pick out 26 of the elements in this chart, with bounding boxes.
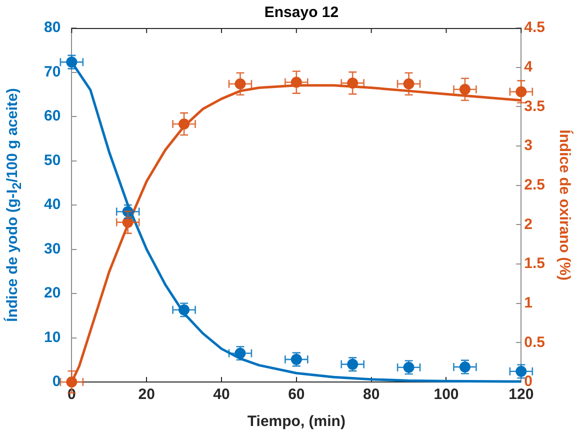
- y2-tick-label: 3.5: [524, 98, 546, 115]
- x-tick-label: 40: [213, 386, 230, 404]
- y2-tick-label: 1.5: [524, 255, 546, 272]
- y-tick-label: 10: [44, 328, 61, 346]
- y2-tick-label: 2: [524, 216, 532, 233]
- y-tick-label: 60: [44, 108, 61, 125]
- y2-tick-label: 4.5: [524, 19, 546, 36]
- y2-axis-title: Índice de oxirano (%): [556, 130, 574, 280]
- y-tick-label: 70: [44, 63, 61, 80]
- y2-tick-label: 0.5: [524, 334, 546, 351]
- y-tick-label: 30: [44, 240, 61, 258]
- x-tick-label: 120: [508, 386, 534, 404]
- x-axis-title: Tiempo, (min): [247, 413, 346, 430]
- y-tick-label: 50: [44, 152, 61, 169]
- y2-tick-label: 3: [524, 137, 532, 154]
- chart-title: Ensayo 12: [264, 4, 339, 22]
- x-tick-label: 100: [434, 386, 459, 404]
- x-tick-label: 60: [288, 386, 305, 404]
- y2-tick-label: 4: [524, 58, 534, 76]
- y-tick-label: 20: [44, 284, 61, 302]
- x-tick-label: 80: [362, 386, 380, 404]
- y2-tick-label: 2.5: [524, 176, 546, 194]
- y2-tick-label: 1: [524, 294, 532, 312]
- y-tick-label: 40: [44, 196, 61, 214]
- y-tick-label: 80: [44, 19, 61, 36]
- x-tick-label: 20: [138, 386, 155, 404]
